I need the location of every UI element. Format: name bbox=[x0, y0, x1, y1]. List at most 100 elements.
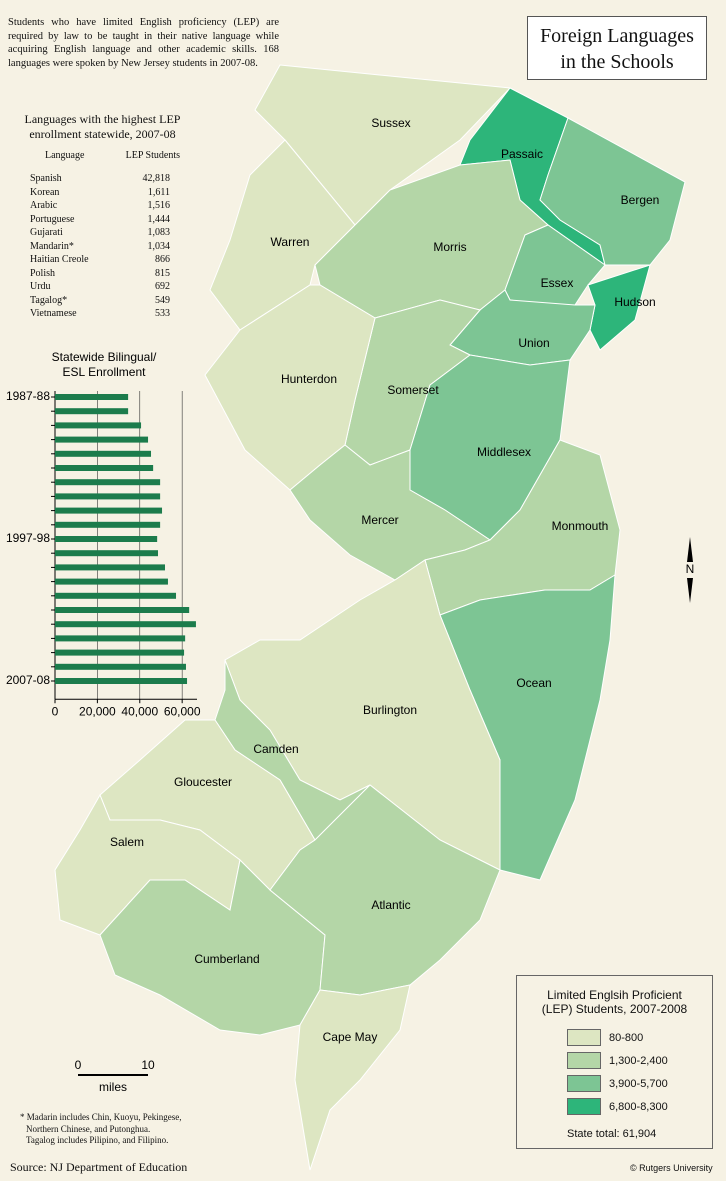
legend-label: 6,800-8,300 bbox=[609, 1100, 668, 1113]
legend-item: 6,800-8,300 bbox=[567, 1095, 712, 1118]
table-row: Tagalog* 549 bbox=[30, 294, 170, 308]
table-cell: 1,516 bbox=[147, 200, 171, 211]
north-label: N bbox=[686, 562, 695, 576]
legend-label: 3,900-5,700 bbox=[609, 1077, 668, 1090]
north-arrow bbox=[687, 537, 693, 562]
table-cell: 1,611 bbox=[147, 186, 170, 198]
table-cell: 692 bbox=[155, 281, 170, 292]
county bbox=[539, 117, 686, 266]
x-tick-label: 20,000 bbox=[79, 704, 116, 718]
county-label: Essex bbox=[541, 276, 574, 290]
table-header-cell: LEP Students bbox=[125, 150, 180, 161]
table-cell: Polish bbox=[30, 267, 56, 279]
county-label: Atlantic bbox=[371, 898, 410, 912]
bar bbox=[55, 536, 158, 542]
source: Source: NJ Department of Education bbox=[10, 1160, 188, 1174]
bar bbox=[55, 422, 142, 429]
footnote-line: Northern Chinese, and Putonghua. bbox=[26, 1123, 151, 1134]
legend-title-line: Limited Englsih Proficient bbox=[547, 988, 682, 1002]
footnote: * Madarin includes Chin, Kuoyu, Pekinges… bbox=[20, 1112, 181, 1147]
chart-title: ESL Enrollment bbox=[63, 365, 147, 379]
county-label: Hunterdon bbox=[281, 372, 337, 386]
bar bbox=[55, 550, 159, 557]
table-cell: 866 bbox=[155, 254, 170, 265]
legend-item: 3,900-5,700 bbox=[567, 1072, 712, 1095]
county-label: Sussex bbox=[371, 116, 410, 130]
y-tick-label: 2007-08 bbox=[6, 673, 50, 687]
table-row: Korean 1,611 bbox=[30, 186, 170, 200]
table-cell: 1,444 bbox=[147, 213, 171, 225]
county-label: Somerset bbox=[387, 383, 439, 397]
table-cell: 549 bbox=[155, 294, 170, 306]
table-row: Portuguese 1,444 bbox=[30, 213, 170, 227]
bar bbox=[55, 663, 186, 670]
table-cell: Haitian Creole bbox=[30, 254, 89, 265]
table-title: Languages with the highest LEP enrollmen… bbox=[10, 112, 195, 142]
bar bbox=[55, 678, 188, 684]
title-box: Foreign Languages in the Schools bbox=[527, 16, 707, 80]
table-row: Mandarin* 1,034 bbox=[30, 240, 170, 254]
bar bbox=[55, 465, 154, 471]
county-label: Warren bbox=[271, 235, 310, 249]
legend-swatch bbox=[567, 1052, 601, 1069]
table-row: Polish 815 bbox=[30, 267, 170, 281]
x-tick-label: 40,000 bbox=[121, 704, 158, 718]
legend: Limited Englsih Proficient (LEP) Student… bbox=[516, 975, 713, 1149]
bar bbox=[55, 621, 196, 628]
table-row: Spanish 42,818 bbox=[30, 172, 170, 186]
table-cell: 1,083 bbox=[147, 227, 171, 238]
bar bbox=[55, 450, 152, 457]
table-row: Urdu 692 bbox=[30, 280, 170, 294]
county-label: Middlesex bbox=[477, 445, 531, 459]
county-label: Monmouth bbox=[552, 519, 609, 533]
footnote-line: Tagalog includes Pilipino, and Filipino. bbox=[26, 1135, 169, 1145]
bar bbox=[55, 521, 161, 528]
table-cell: 815 bbox=[155, 267, 170, 279]
table-cell: Arabic bbox=[30, 200, 58, 211]
table-cell: Gujarati bbox=[30, 227, 63, 238]
county-label: Hudson bbox=[614, 295, 655, 309]
legend-label: 1,300-2,400 bbox=[609, 1054, 668, 1067]
north-arrow bbox=[687, 578, 693, 603]
intro-text: Students who have limited English profic… bbox=[8, 17, 279, 69]
table-row: Gujarati 1,083 bbox=[30, 226, 170, 240]
county-label: Passaic bbox=[501, 147, 543, 161]
county bbox=[294, 984, 411, 1171]
bar bbox=[55, 493, 161, 500]
table-header: Language LEP Students bbox=[30, 150, 190, 161]
county-label: Union bbox=[518, 336, 549, 350]
table-row: Arabic 1,516 bbox=[30, 199, 170, 213]
legend-item: 1,300-2,400 bbox=[567, 1049, 712, 1072]
bar bbox=[55, 649, 185, 656]
county-label: Burlington bbox=[363, 703, 417, 717]
legend-item: 80-800 bbox=[567, 1026, 712, 1049]
table-header-cell: Language bbox=[45, 150, 85, 161]
scale-label: 0 bbox=[75, 1058, 82, 1072]
table-cell: Korean bbox=[30, 186, 60, 198]
bar bbox=[55, 408, 129, 415]
x-tick-label: 60,000 bbox=[164, 704, 201, 718]
bar bbox=[55, 436, 149, 443]
legend-label: 80-800 bbox=[609, 1031, 644, 1044]
table-cell: Mandarin* bbox=[30, 240, 74, 252]
table-body: Spanish 42,818 Korean 1,611 Arabic 1,516 Portu… bbox=[30, 172, 170, 321]
chart-title: Statewide Bilingual/ bbox=[52, 350, 157, 364]
x-tick-label: 0 bbox=[52, 704, 59, 718]
table-cell: 533 bbox=[155, 308, 170, 319]
table-cell: Vietnamese bbox=[30, 308, 77, 319]
table-row: Haitian Creole 866 bbox=[30, 253, 170, 267]
county-label: Salem bbox=[110, 835, 144, 849]
scale-label: 10 bbox=[141, 1058, 155, 1072]
table-title-line: Languages with the highest LEP bbox=[24, 112, 181, 126]
table-cell: 42,818 bbox=[142, 173, 171, 184]
county-label: Camden bbox=[253, 742, 298, 756]
county-label: Bergen bbox=[621, 193, 660, 207]
table-cell: Portuguese bbox=[30, 213, 75, 225]
credit: © Rutgers University bbox=[630, 1163, 713, 1173]
bar bbox=[55, 578, 168, 585]
county-label: Cumberland bbox=[194, 952, 259, 966]
bar bbox=[55, 635, 186, 642]
footnote-line: * Madarin includes Chin, Kuoyu, Pekinges… bbox=[20, 1112, 182, 1122]
legend-total: State total: 61,904 bbox=[567, 1128, 657, 1140]
